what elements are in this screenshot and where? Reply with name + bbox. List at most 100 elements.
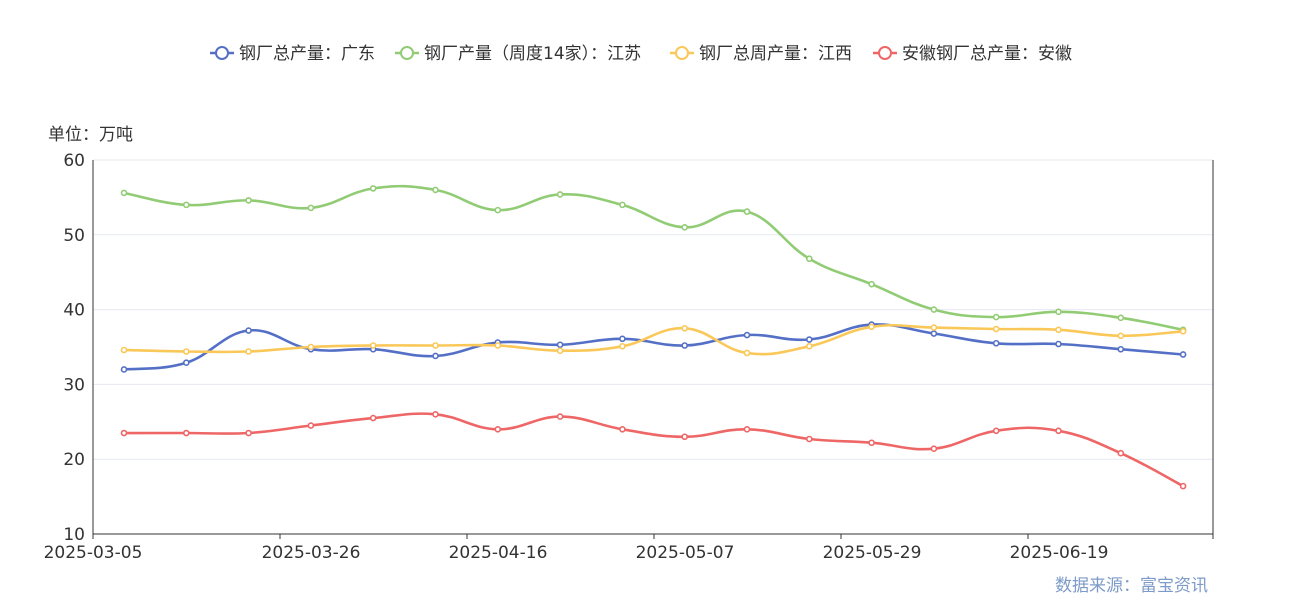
x-tick-label: 2025-05-07 <box>636 543 735 563</box>
data-point <box>183 201 190 209</box>
data-point <box>494 342 502 349</box>
series-3 <box>120 411 1187 490</box>
data-point <box>1055 340 1062 348</box>
data-point <box>369 414 377 422</box>
legend-label: 钢厂总产量：广东 <box>239 44 375 64</box>
data-point <box>681 342 689 349</box>
data-point <box>743 349 751 357</box>
series-line <box>123 184 1184 332</box>
data-point <box>1179 482 1187 490</box>
y-tick-label: 10 <box>63 525 85 545</box>
data-point <box>619 201 626 209</box>
data-point <box>432 411 439 418</box>
data-point <box>930 330 938 337</box>
legend-marker <box>400 46 414 60</box>
data-point <box>245 197 252 204</box>
series-1 <box>120 184 1187 334</box>
data-point <box>432 342 439 349</box>
legend-item: 钢厂总产量：广东 <box>210 44 375 64</box>
data-point <box>1117 314 1125 322</box>
data-point <box>743 208 751 215</box>
data-point <box>432 186 439 194</box>
data-point <box>805 342 813 350</box>
legend-marker <box>675 46 689 60</box>
data-point <box>930 445 938 453</box>
data-point <box>805 336 813 343</box>
legend-label: 安徽钢厂总产量：安徽 <box>902 44 1072 64</box>
data-point <box>681 224 689 231</box>
data-point <box>743 425 751 433</box>
legend-item: 钢厂产量（周度14家）：江苏 <box>395 44 641 64</box>
y-tick-label: 40 <box>63 301 85 321</box>
data-point <box>1055 326 1062 334</box>
data-point <box>868 323 875 331</box>
data-point <box>120 429 128 437</box>
y-tick-label: 60 <box>63 151 85 171</box>
data-point <box>245 348 252 355</box>
legend-marker <box>215 46 229 60</box>
data-point <box>1117 345 1125 353</box>
data-point <box>245 327 252 334</box>
data-point <box>120 189 128 197</box>
data-point <box>930 306 938 313</box>
grid: 10 20 30 40 50 60 <box>63 151 1213 545</box>
data-point <box>183 429 190 437</box>
data-point <box>1179 351 1187 358</box>
axes: 2025-03-05 2025-03-26 2025-04-16 2025-05-07… <box>44 160 1214 563</box>
data-point <box>619 342 626 350</box>
data-point <box>930 324 938 331</box>
legend-label: 钢厂产量（周度14家）：江苏 <box>424 44 641 64</box>
series-line <box>123 412 1184 488</box>
x-tick-label: 2025-03-26 <box>262 543 361 563</box>
data-point <box>556 413 564 420</box>
data-point <box>1055 308 1062 316</box>
series-lines <box>120 184 1187 490</box>
legend-item: 钢厂总周产量：江西 <box>670 44 852 64</box>
data-point <box>868 280 875 288</box>
data-point <box>183 359 190 367</box>
data-point <box>556 191 564 198</box>
data-point <box>494 206 502 214</box>
data-point <box>992 339 1000 347</box>
data-point <box>245 429 252 437</box>
data-point <box>1055 427 1062 435</box>
y-tick-label: 30 <box>63 375 85 395</box>
data-point <box>992 427 1000 435</box>
legend-item: 安徽钢厂总产量：安徽 <box>873 44 1072 64</box>
data-point <box>1179 327 1187 335</box>
data-point <box>120 366 128 373</box>
data-point <box>868 439 875 447</box>
data-point <box>307 204 315 212</box>
data-point <box>556 347 564 355</box>
data-point <box>556 341 564 349</box>
data-point <box>369 342 377 349</box>
data-point <box>369 185 377 192</box>
data-point <box>120 346 128 354</box>
data-point <box>992 313 1000 321</box>
series-2 <box>120 323 1187 357</box>
x-tick-label: 2025-03-05 <box>44 543 143 563</box>
series-line <box>123 323 1184 371</box>
x-tick-label: 2025-05-29 <box>823 543 922 563</box>
data-point <box>805 255 813 263</box>
data-point <box>1117 332 1125 340</box>
x-tick-label: 2025-06-19 <box>1010 543 1109 563</box>
data-point <box>619 335 626 343</box>
data-point <box>681 433 689 441</box>
data-point <box>681 324 689 332</box>
data-point <box>183 348 190 355</box>
data-point <box>494 425 502 433</box>
data-point <box>805 435 813 443</box>
y-tick-label: 50 <box>63 226 85 246</box>
data-point <box>992 325 1000 333</box>
legend-marker <box>878 46 892 60</box>
data-point <box>743 331 751 339</box>
data-point <box>1117 449 1125 457</box>
data-point <box>307 422 315 429</box>
y-tick-label: 20 <box>63 450 85 470</box>
unit-label: 单位：万吨 <box>48 125 133 145</box>
data-point <box>619 425 626 433</box>
legend: 钢厂总产量：广东 钢厂产量（周度14家）：江苏 钢厂总周产量：江西 安徽钢厂总产量：安… <box>210 44 1072 64</box>
x-tick-label: 2025-04-16 <box>449 543 548 563</box>
